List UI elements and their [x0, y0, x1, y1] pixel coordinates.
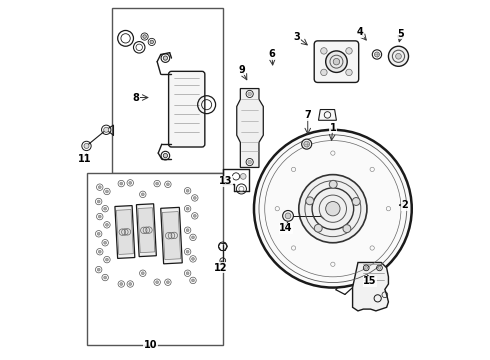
Circle shape — [365, 266, 368, 269]
Circle shape — [320, 69, 327, 76]
Polygon shape — [162, 212, 181, 260]
Circle shape — [104, 207, 107, 210]
Text: 1: 1 — [329, 123, 336, 133]
Circle shape — [248, 92, 251, 96]
Circle shape — [98, 186, 101, 189]
Circle shape — [143, 35, 147, 39]
Polygon shape — [161, 207, 182, 264]
Bar — [87, 173, 223, 345]
Circle shape — [285, 213, 291, 219]
Circle shape — [163, 153, 168, 158]
Text: 15: 15 — [363, 276, 376, 286]
Circle shape — [283, 211, 294, 221]
Polygon shape — [138, 208, 155, 253]
Text: 11: 11 — [77, 154, 91, 164]
Circle shape — [194, 215, 196, 217]
Circle shape — [186, 250, 189, 253]
Circle shape — [302, 139, 312, 149]
Circle shape — [352, 198, 360, 206]
Circle shape — [240, 174, 246, 179]
Circle shape — [326, 202, 340, 216]
Circle shape — [320, 48, 327, 54]
Circle shape — [389, 46, 409, 66]
Circle shape — [97, 200, 100, 203]
Circle shape — [120, 283, 122, 285]
Text: 7: 7 — [304, 111, 311, 121]
Circle shape — [186, 189, 189, 192]
Text: 14: 14 — [279, 224, 293, 233]
Circle shape — [186, 229, 189, 231]
Circle shape — [167, 281, 170, 284]
Circle shape — [314, 224, 322, 232]
Circle shape — [192, 236, 195, 239]
Circle shape — [378, 266, 381, 269]
Circle shape — [104, 241, 107, 244]
Polygon shape — [353, 262, 389, 311]
Circle shape — [192, 257, 195, 260]
Text: 9: 9 — [238, 64, 245, 75]
Circle shape — [104, 276, 107, 279]
Circle shape — [97, 268, 100, 271]
Circle shape — [163, 56, 168, 60]
Circle shape — [343, 225, 351, 233]
Circle shape — [192, 279, 195, 282]
Circle shape — [105, 190, 108, 193]
Circle shape — [150, 40, 153, 44]
Circle shape — [299, 175, 367, 243]
Text: 13: 13 — [219, 176, 232, 186]
Circle shape — [329, 180, 337, 188]
Text: 8: 8 — [132, 93, 140, 103]
Polygon shape — [115, 206, 135, 258]
Text: 3: 3 — [294, 32, 300, 41]
Text: 2: 2 — [401, 200, 408, 210]
Polygon shape — [117, 210, 133, 255]
Circle shape — [98, 250, 101, 253]
Circle shape — [104, 127, 109, 132]
Circle shape — [141, 193, 144, 196]
Text: 4: 4 — [356, 27, 363, 37]
Polygon shape — [237, 89, 263, 167]
Circle shape — [374, 52, 379, 57]
Circle shape — [156, 182, 159, 185]
Circle shape — [248, 160, 251, 164]
Circle shape — [326, 51, 347, 72]
Circle shape — [333, 58, 340, 65]
Text: 12: 12 — [214, 263, 227, 273]
Circle shape — [186, 207, 189, 210]
Polygon shape — [136, 204, 156, 257]
Circle shape — [156, 281, 159, 284]
Text: 5: 5 — [397, 29, 404, 39]
Circle shape — [306, 197, 314, 205]
Circle shape — [120, 182, 122, 185]
Circle shape — [141, 272, 144, 275]
Polygon shape — [318, 109, 337, 120]
Circle shape — [105, 258, 108, 261]
Circle shape — [346, 69, 352, 76]
Circle shape — [167, 183, 170, 186]
Text: 10: 10 — [144, 340, 157, 350]
Circle shape — [105, 224, 108, 226]
Circle shape — [346, 48, 352, 54]
FancyBboxPatch shape — [169, 71, 205, 147]
Circle shape — [129, 283, 132, 285]
Bar — [112, 8, 223, 173]
Circle shape — [186, 272, 189, 275]
Circle shape — [304, 141, 310, 147]
Circle shape — [194, 197, 196, 199]
Circle shape — [129, 181, 132, 184]
Circle shape — [84, 143, 89, 148]
FancyBboxPatch shape — [314, 41, 359, 82]
Circle shape — [98, 215, 101, 218]
Circle shape — [97, 232, 100, 235]
Circle shape — [254, 130, 412, 288]
Text: 6: 6 — [269, 49, 275, 59]
Circle shape — [395, 53, 401, 59]
